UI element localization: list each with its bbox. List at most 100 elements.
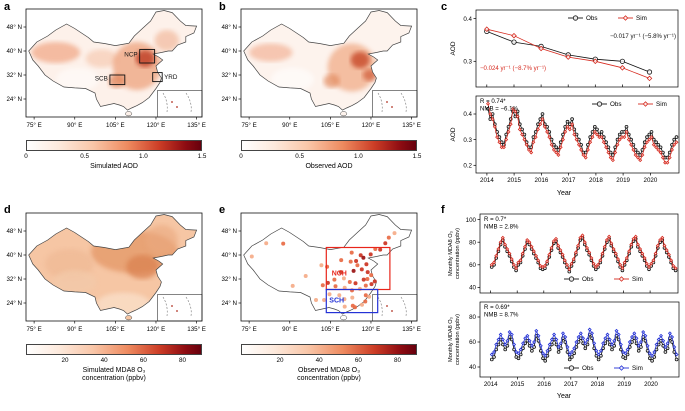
marker-circle	[674, 135, 679, 139]
colorbar-gradient-simulated-o3	[26, 344, 202, 355]
station-dot	[351, 268, 356, 273]
lon-tick-label: 105° E	[321, 326, 340, 333]
marker-diamond	[607, 234, 612, 239]
station-dot	[360, 302, 364, 307]
x-tick-label: 2019	[616, 177, 630, 184]
stats-text: R = 0.69*	[484, 304, 510, 311]
y-tick-label: 0.2	[463, 163, 472, 170]
y-tick-label: 100	[466, 217, 477, 224]
marker-diamond	[615, 142, 620, 147]
marker-diamond	[560, 252, 565, 257]
marker-diamond	[674, 352, 679, 357]
marker-diamond	[578, 235, 583, 240]
map-frame	[240, 8, 418, 118]
marker-diamond	[594, 348, 599, 353]
marker-diamond	[659, 333, 663, 338]
marker-diamond	[655, 243, 660, 248]
marker-diamond	[634, 336, 639, 341]
legend-label-obs: Obs	[582, 276, 594, 283]
colorbar-caption-simulated-aod: Simulated AOD	[90, 163, 138, 170]
station-dot	[363, 283, 368, 288]
marker-diamond	[585, 245, 589, 250]
colorbar-caption-observed-o3: Observed MDA8 O₃ concentration (ppbv)	[297, 367, 361, 383]
x-tick-label: 2020	[644, 177, 658, 184]
marker-diamond	[567, 127, 572, 132]
marker-diamond	[658, 150, 663, 155]
marker-circle	[624, 124, 629, 129]
marker-diamond	[651, 142, 656, 147]
marker-diamond	[558, 341, 563, 346]
marker-diamond	[541, 351, 545, 356]
legend-label-sim: Sim	[636, 15, 647, 22]
marker-diamond	[574, 137, 579, 142]
legend-label-obs: Obs	[582, 365, 594, 372]
trend-annotation: −0.017 yr⁻¹ (−5.8% yr⁻¹)	[610, 33, 676, 40]
marker-circle	[596, 101, 603, 107]
hainan-island	[125, 111, 133, 117]
marker-diamond	[633, 234, 638, 239]
marker-circle	[652, 355, 657, 359]
marker-diamond	[654, 145, 659, 150]
marker-diamond	[509, 257, 514, 262]
china-outline	[28, 214, 198, 315]
nine-dash-line	[162, 92, 168, 113]
nine-dash-line	[185, 92, 192, 113]
marker-diamond	[574, 340, 579, 344]
map-frame	[240, 212, 418, 322]
marker-diamond	[585, 337, 590, 342]
marker-diamond	[529, 343, 534, 348]
marker-diamond	[642, 145, 647, 150]
y-tick-label: 80	[469, 314, 476, 321]
marker-diamond	[543, 353, 548, 358]
marker-diamond	[618, 262, 623, 267]
south-china-sea-inset	[372, 90, 418, 118]
marker-diamond	[635, 155, 640, 160]
map-observed-o3: NCH SCH 75° E 90° E 105° E 120° E 135° E 48° N 4…	[221, 212, 421, 333]
region-label-sch: SCH	[329, 297, 344, 304]
inset-island-dot	[171, 101, 173, 103]
lon-tick-label: 120° E	[362, 122, 381, 129]
marker-diamond	[556, 345, 561, 349]
marker-diamond	[658, 238, 663, 242]
inset-island-dot	[176, 106, 178, 108]
marker-diamond	[513, 109, 518, 114]
marker-diamond	[665, 160, 670, 165]
marker-circle	[665, 346, 670, 351]
lat-tick-label: 48° N	[6, 24, 22, 31]
marker-circle	[567, 357, 572, 362]
marker-circle	[583, 346, 588, 351]
marker-circle	[570, 117, 574, 121]
station-dot	[357, 286, 362, 291]
axis-frame	[475, 9, 679, 88]
marker-diamond	[551, 239, 556, 244]
marker-diamond	[511, 262, 516, 267]
map-frame	[25, 212, 203, 322]
panel-label-c: c	[441, 1, 448, 13]
colorbar-tick-label: 40	[100, 357, 108, 364]
marker-circle	[565, 119, 570, 124]
marker-diamond	[569, 261, 574, 266]
axis-frame	[479, 301, 680, 378]
marker-diamond	[489, 352, 494, 357]
marker-diamond	[549, 245, 554, 250]
marker-diamond	[602, 244, 607, 249]
x-tick-label: 2017	[562, 177, 576, 184]
marker-diamond	[492, 124, 497, 129]
station-dot	[338, 270, 343, 275]
axis-frame	[475, 95, 680, 174]
marker-diamond	[526, 147, 531, 152]
marker-diamond	[656, 147, 661, 152]
colorbar-tick-label: 1.0	[138, 153, 148, 160]
colorbar-ticks-observed-aod: 0 0.5 1.0 1.5	[239, 153, 421, 162]
hainan-island	[125, 315, 133, 321]
marker-diamond	[606, 150, 611, 155]
marker-diamond	[489, 262, 494, 267]
nine-dash-line	[400, 92, 407, 113]
marker-diamond	[656, 337, 661, 342]
marker-circle	[532, 345, 536, 349]
marker-diamond	[536, 127, 540, 132]
lat-tick-label: 24° N	[6, 300, 22, 307]
lon-tick-label: 105° E	[106, 122, 125, 129]
marker-circle	[672, 137, 677, 142]
marker-diamond	[545, 259, 550, 264]
